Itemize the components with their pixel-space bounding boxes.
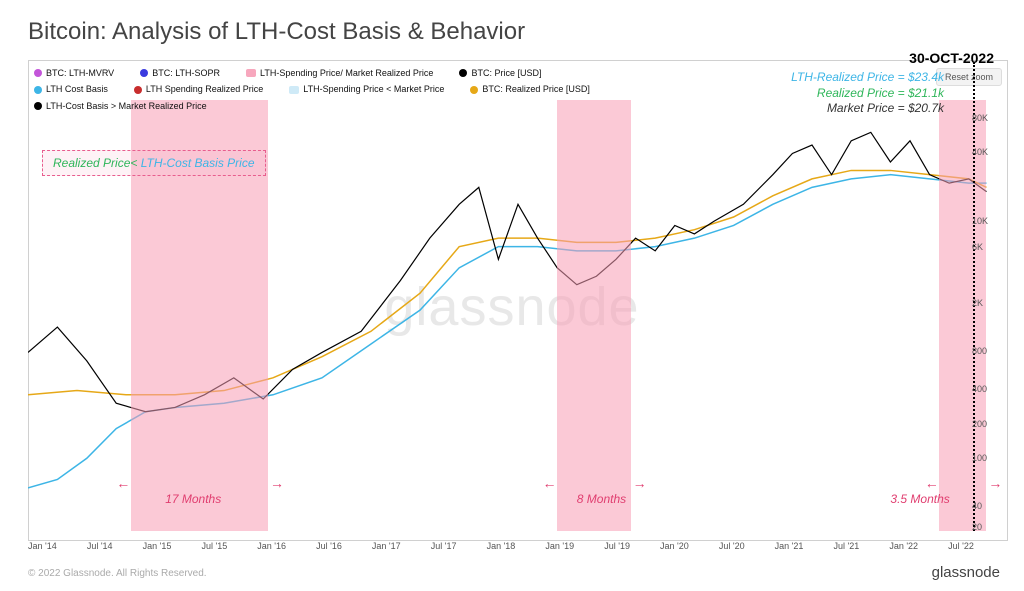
legend-item: LTH-Spending Price < Market Price <box>289 82 444 96</box>
legend-item: LTH-Cost Basis > Market Realized Price <box>34 99 207 113</box>
brand-logo: glassnode <box>932 564 1000 581</box>
condition-left: Realized Price <box>53 156 130 170</box>
condition-right: LTH-Cost Basis Price <box>141 156 255 170</box>
region-duration-label: 8 Months <box>577 492 626 506</box>
realized-price-label: Realized Price = $21.1k <box>791 86 944 102</box>
lth-realized-price-label: LTH-Realized Price = $23.4k <box>791 70 944 86</box>
legend-item: BTC: Price [USD] <box>459 66 541 80</box>
legend: BTC: LTH-MVRV BTC: LTH-SOPR LTH-Spending P… <box>34 66 590 115</box>
callout-date: 30-OCT-2022 <box>909 50 994 66</box>
region-duration-label: 17 Months <box>165 492 221 506</box>
region-duration-label: 3.5 Months <box>890 492 949 506</box>
market-price-label: Market Price = $20.7k <box>791 101 944 117</box>
legend-item: LTH Cost Basis <box>34 82 108 96</box>
callout-metrics: LTH-Realized Price = $23.4k Realized Pri… <box>791 70 944 117</box>
y-axis: 20401002004008002K6K10K40K80K <box>972 100 1002 531</box>
reset-zoom-button[interactable]: Reset zoom <box>936 68 1002 86</box>
legend-item: BTC: LTH-SOPR <box>140 66 220 80</box>
x-axis: Jan '14Jul '14Jan '15Jul '15Jan '16Jul '… <box>28 541 974 555</box>
copyright: © 2022 Glassnode. All Rights Reserved. <box>28 568 207 579</box>
legend-item: BTC: Realized Price [USD] <box>470 82 590 96</box>
shaded-region <box>557 100 631 531</box>
legend-item: LTH Spending Realized Price <box>134 82 263 96</box>
condition-box: Realized Price< LTH-Cost Basis Price <box>42 150 266 176</box>
chart-title: Bitcoin: Analysis of LTH-Cost Basis & Be… <box>0 0 1024 46</box>
legend-item: LTH-Spending Price/ Market Realized Pric… <box>246 66 433 80</box>
legend-item: BTC: LTH-MVRV <box>34 66 114 80</box>
